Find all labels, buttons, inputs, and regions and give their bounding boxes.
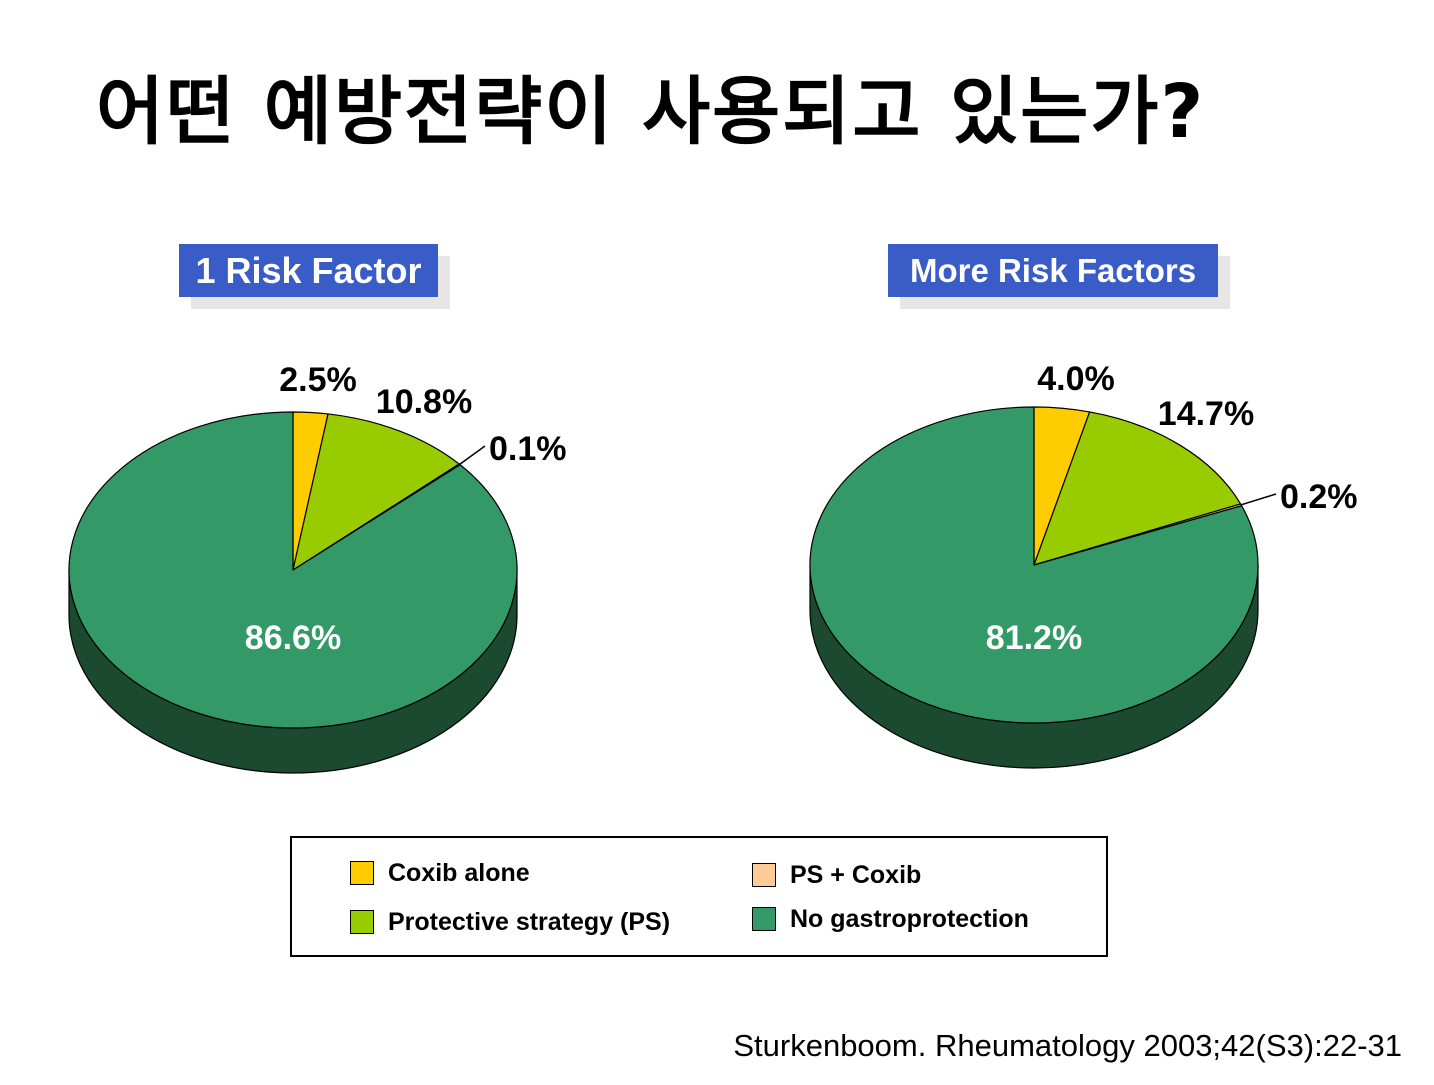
legend: Coxib alone Protective strategy (PS) PS …	[290, 836, 1108, 957]
pie-slice-no-gastroprotection	[68, 411, 518, 729]
legend-swatch-protective-strategy	[350, 910, 374, 935]
pie-slice-no-gastroprotection	[809, 406, 1259, 724]
legend-swatch-ps-coxib	[752, 863, 776, 888]
pie-chart-more-risk-factors: 4.0% 14.7% 0.2% 81.2%	[809, 360, 1358, 769]
pie-label-protective-strategy: 10.8%	[376, 383, 472, 421]
pie-label-no-gastroprotection: 86.6%	[245, 619, 341, 657]
pie-slice-protective-strategy	[292, 413, 460, 571]
chart-title-more-risk-factors: More Risk Factors	[888, 244, 1218, 297]
page-title: 어떤 예방전략이 사용되고 있는가?	[96, 69, 1206, 155]
legend-item-coxib-alone: Coxib alone	[350, 858, 530, 888]
pie-label-leader-line	[1240, 493, 1277, 506]
legend-swatch-coxib-alone	[350, 861, 374, 886]
legend-item-ps-coxib: PS + Coxib	[752, 860, 921, 890]
legend-swatch-no-gastroprotection	[752, 907, 776, 932]
legend-item-no-gastroprotection: No gastroprotection	[752, 904, 1029, 934]
chart-title-1-risk-factor: 1 Risk Factor	[179, 244, 438, 297]
pie-label-ps-coxib: 0.1%	[489, 430, 567, 468]
pie-label-coxib-alone: 2.5%	[279, 361, 357, 399]
pie-slice-protective-strategy	[1033, 411, 1242, 566]
legend-item-protective-strategy: Protective strategy (PS)	[350, 907, 670, 937]
pie-label-protective-strategy: 14.7%	[1158, 395, 1254, 433]
pie-label-ps-coxib: 0.2%	[1280, 478, 1358, 516]
pie-label-coxib-alone: 4.0%	[1037, 360, 1115, 398]
pie-label-leader-line	[459, 445, 486, 466]
citation: Sturkenboom. Rheumatology 2003;42(S3):22…	[733, 1028, 1402, 1063]
pie-chart-1-risk-factor: 2.5% 10.8% 0.1% 86.6%	[68, 361, 567, 774]
pie-label-no-gastroprotection: 81.2%	[986, 619, 1082, 657]
